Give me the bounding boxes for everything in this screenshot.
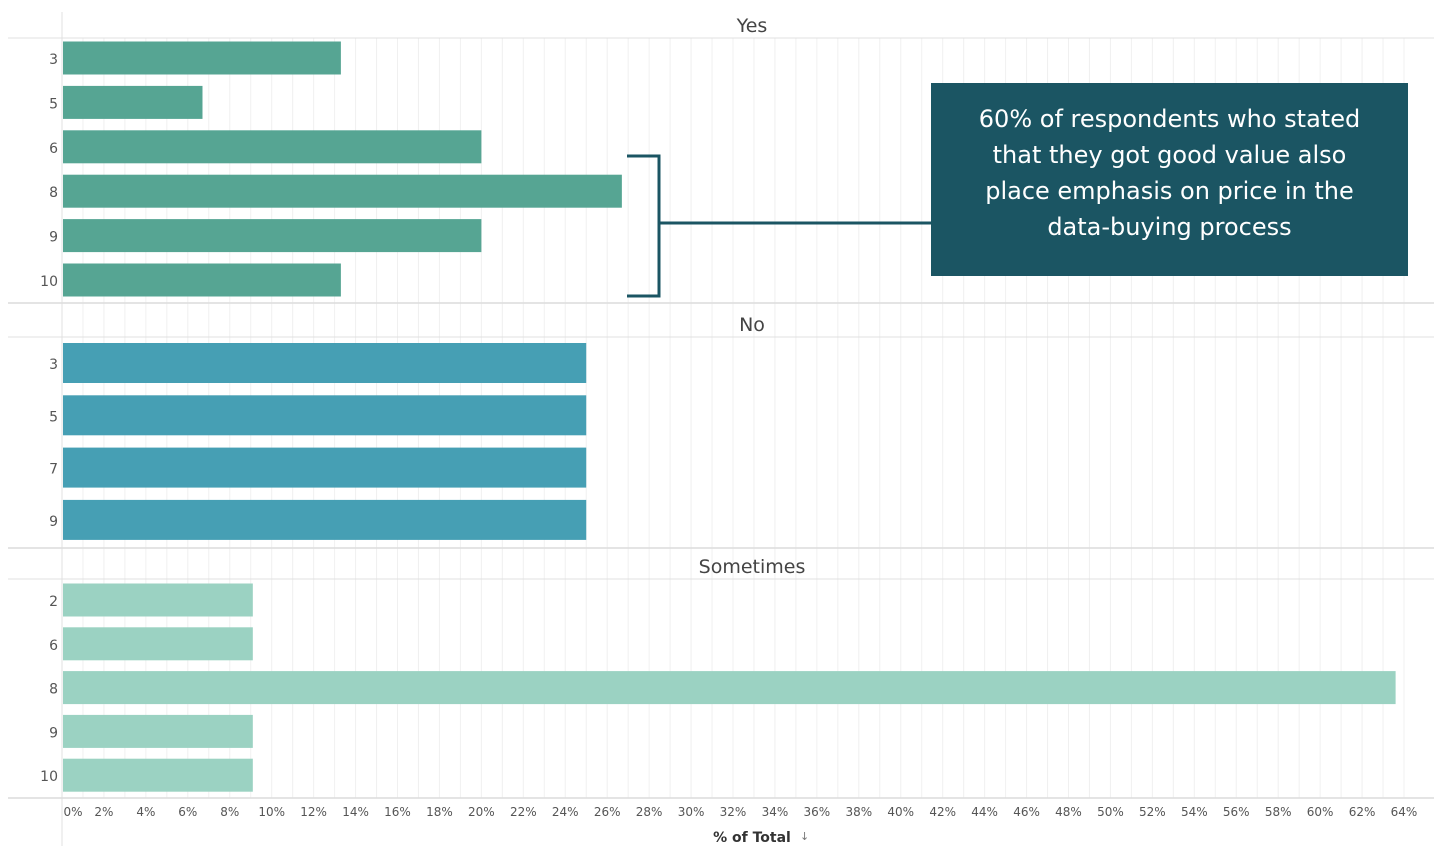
category-label: 10 xyxy=(40,274,58,290)
category-label: 8 xyxy=(49,185,58,201)
x-tick-label: 42% xyxy=(929,805,956,819)
x-tick-label: 44% xyxy=(971,805,998,819)
x-tick-label: 18% xyxy=(426,805,453,819)
bar xyxy=(63,671,1396,705)
category-label: 6 xyxy=(49,141,58,157)
x-tick-label: 34% xyxy=(762,805,789,819)
x-tick-label: 22% xyxy=(510,805,537,819)
x-axis-title: % of Total xyxy=(713,830,791,846)
x-tick-label: 58% xyxy=(1265,805,1292,819)
x-tick-label: 12% xyxy=(300,805,327,819)
x-tick-label: 20% xyxy=(468,805,495,819)
panel-title: Yes xyxy=(736,15,768,37)
bar xyxy=(63,263,341,297)
bar xyxy=(63,583,253,617)
x-tick-label: 64% xyxy=(1391,805,1418,819)
x-tick-label: 16% xyxy=(384,805,411,819)
annotation-text: 60% of respondents who stated that they … xyxy=(978,104,1361,241)
category-label: 6 xyxy=(49,638,58,654)
bar xyxy=(63,41,341,75)
x-tick-label: 2% xyxy=(94,805,113,819)
category-label: 10 xyxy=(40,769,58,785)
bar xyxy=(63,174,622,208)
category-label: 3 xyxy=(49,52,58,68)
x-tick-label: 50% xyxy=(1097,805,1124,819)
category-label: 9 xyxy=(49,725,58,741)
x-tick-label: 26% xyxy=(594,805,621,819)
bar xyxy=(63,343,587,383)
panel-title: Sometimes xyxy=(699,556,806,578)
category-label: 9 xyxy=(49,230,58,246)
x-tick-label: 62% xyxy=(1349,805,1376,819)
x-tick-label: 28% xyxy=(636,805,663,819)
x-tick-label: 38% xyxy=(845,805,872,819)
category-label: 8 xyxy=(49,682,58,698)
category-label: 5 xyxy=(49,96,58,112)
x-tick-label: 24% xyxy=(552,805,579,819)
bar xyxy=(63,714,253,748)
category-label: 3 xyxy=(49,357,58,373)
annotation-bracket xyxy=(627,154,661,298)
x-tick-label: 6% xyxy=(178,805,197,819)
category-label: 2 xyxy=(49,594,58,610)
x-tick-label: 36% xyxy=(804,805,831,819)
x-tick-label: 46% xyxy=(1013,805,1040,819)
panel-title: No xyxy=(739,314,765,336)
x-tick-label: 14% xyxy=(342,805,369,819)
x-tick-label: 56% xyxy=(1223,805,1250,819)
x-tick-label: 0% xyxy=(63,805,82,819)
x-tick-label: 4% xyxy=(136,805,155,819)
bar xyxy=(63,499,587,540)
x-tick-label: 8% xyxy=(220,805,239,819)
category-label: 5 xyxy=(49,409,58,425)
x-tick-label: 48% xyxy=(1055,805,1082,819)
x-tick-label: 30% xyxy=(678,805,705,819)
bar xyxy=(63,219,482,253)
x-tick-label: 40% xyxy=(887,805,914,819)
sort-icon: ↓ xyxy=(800,830,809,843)
bar xyxy=(63,627,253,661)
x-tick-label: 32% xyxy=(720,805,747,819)
bar xyxy=(63,130,482,164)
bar xyxy=(63,758,253,792)
x-tick-label: 52% xyxy=(1139,805,1166,819)
annotation-callout: 60% of respondents who stated that they … xyxy=(931,83,1408,276)
bar xyxy=(63,85,203,119)
category-label: 7 xyxy=(49,462,58,478)
x-tick-label: 10% xyxy=(258,805,285,819)
x-tick-label: 60% xyxy=(1307,805,1334,819)
bar xyxy=(63,447,587,488)
x-tick-label: 54% xyxy=(1181,805,1208,819)
bar xyxy=(63,395,587,436)
category-label: 9 xyxy=(49,514,58,530)
